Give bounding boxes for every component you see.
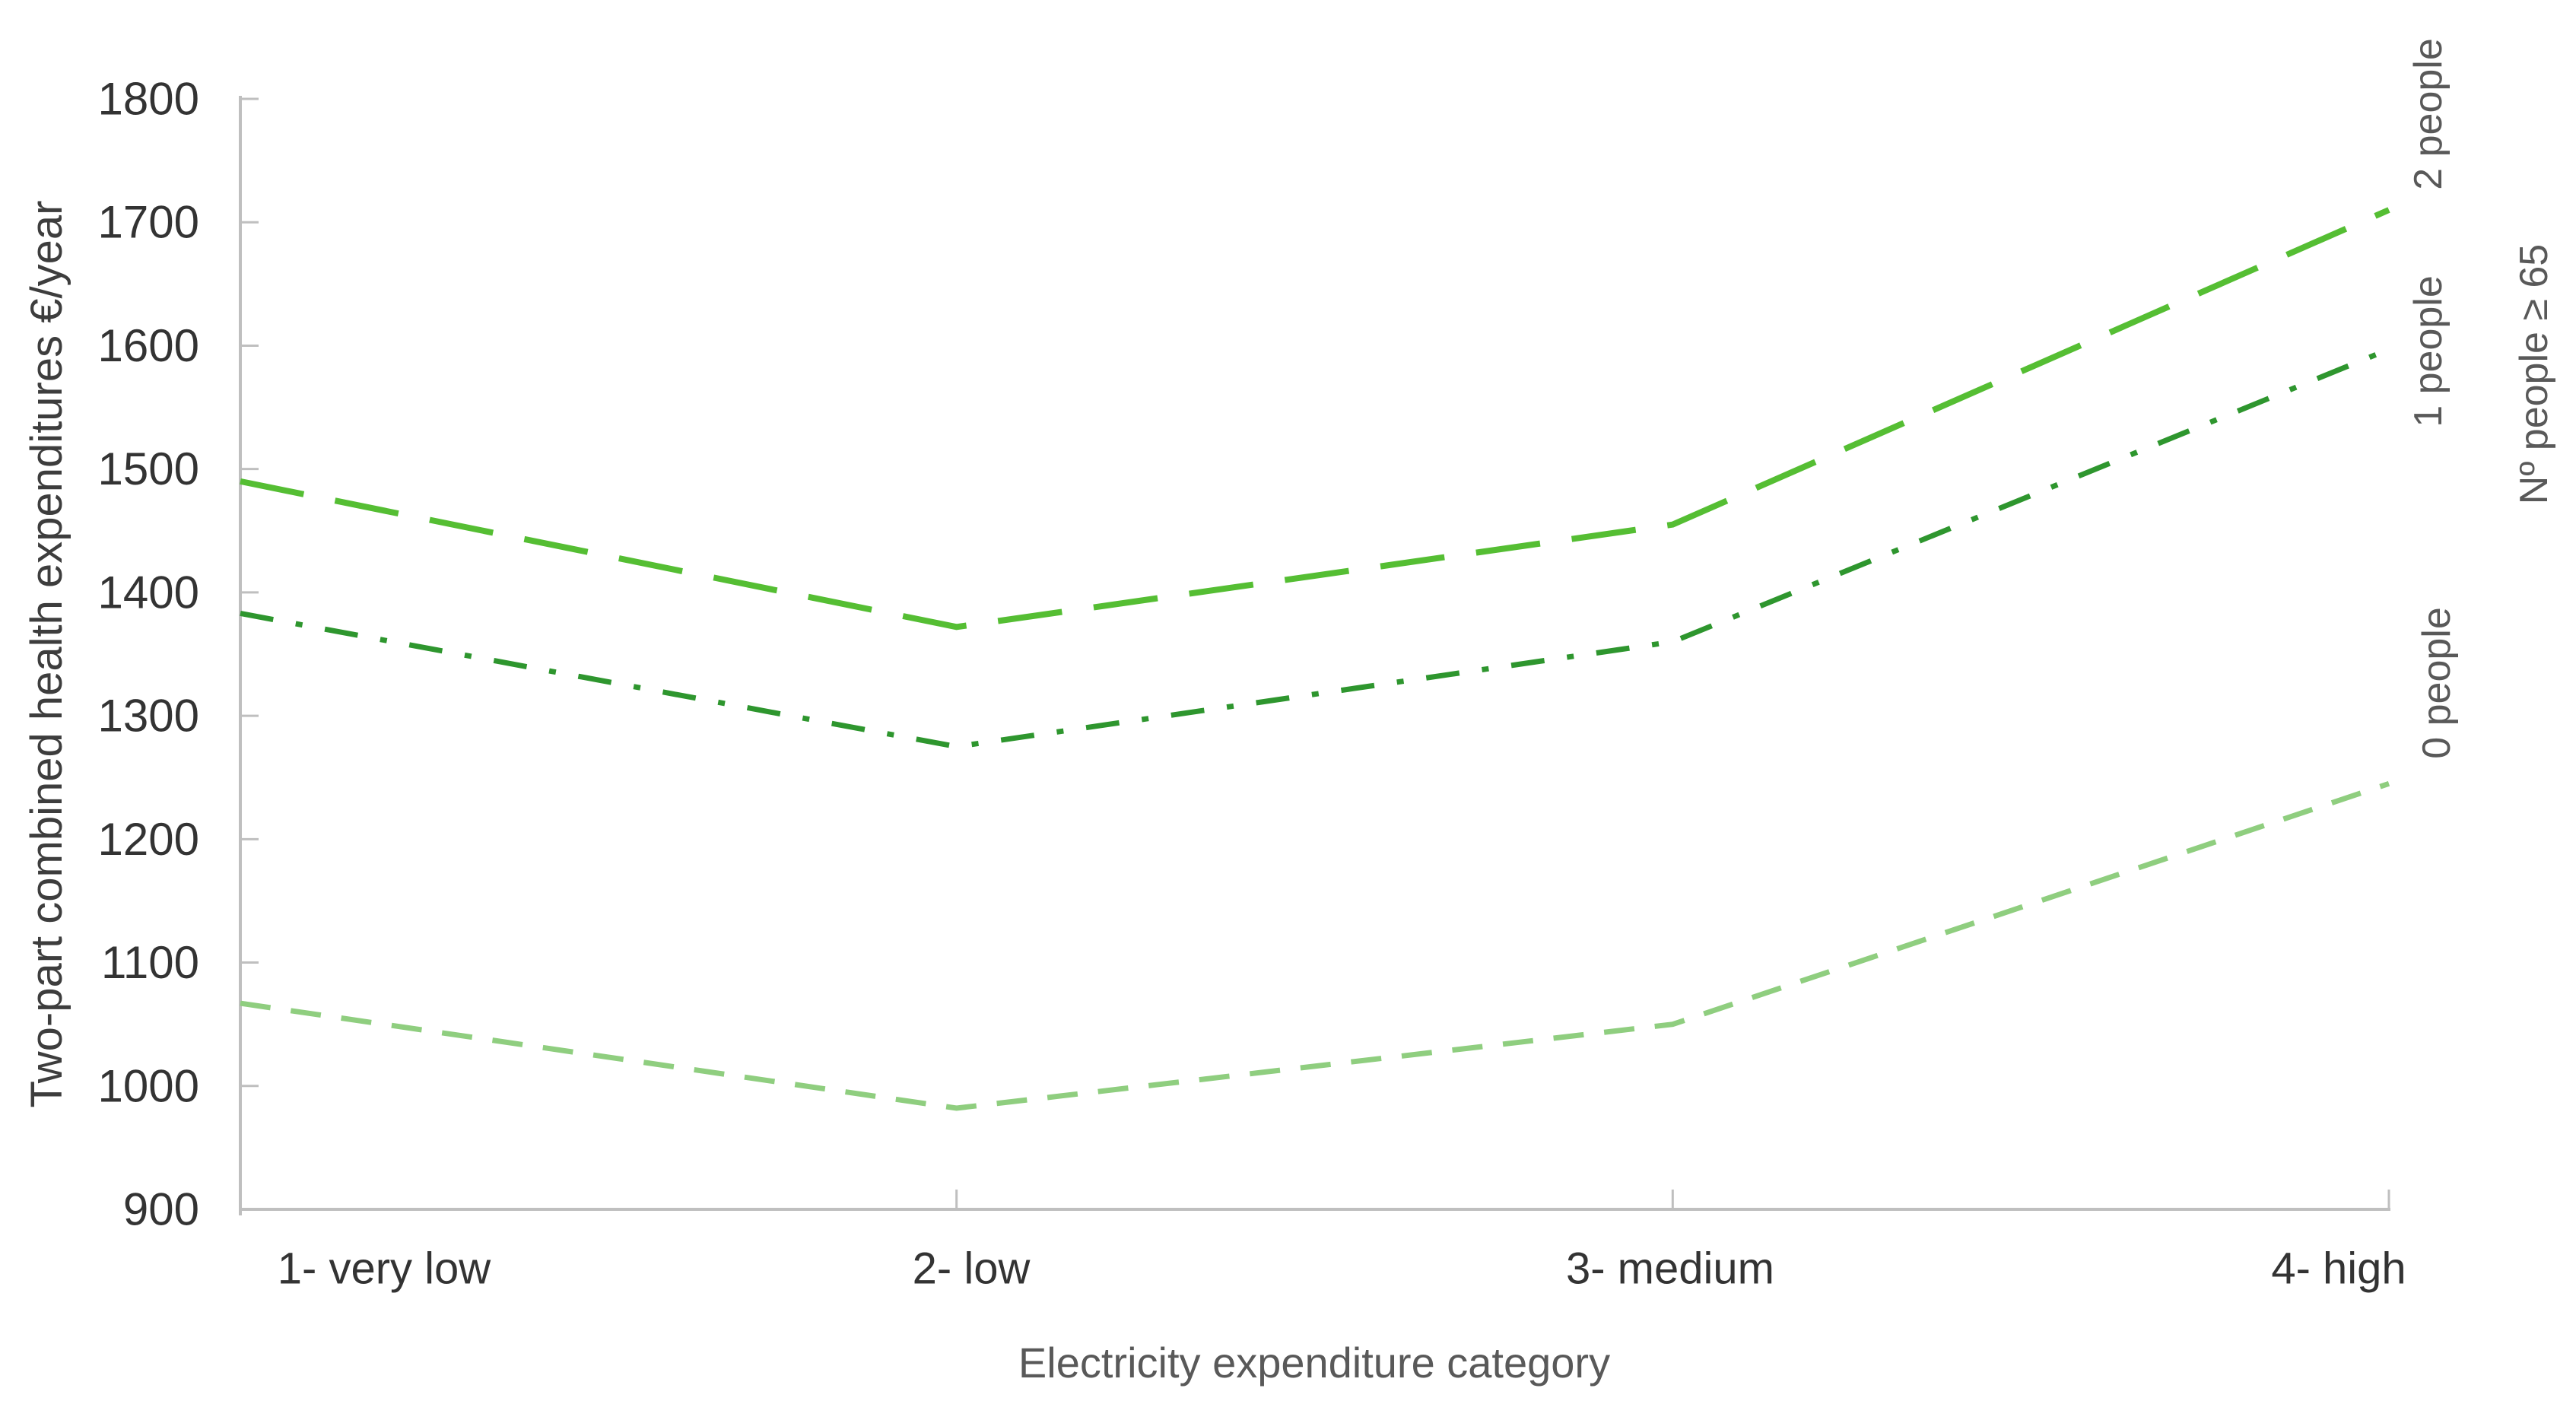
x-axis-title: Electricity expenditure category <box>1018 1339 1611 1387</box>
svg-text:1700: 1700 <box>98 197 199 248</box>
svg-text:900: 900 <box>123 1184 199 1235</box>
legend-group-title: Nº people ≥ 65 <box>2512 243 2556 505</box>
svg-text:1400: 1400 <box>98 567 199 618</box>
svg-text:1500: 1500 <box>98 443 199 494</box>
series-end-label-0-people: 0 people <box>2415 607 2459 759</box>
svg-text:1600: 1600 <box>98 320 199 371</box>
svg-text:1200: 1200 <box>98 814 199 865</box>
series-end-label-1-people: 1 people <box>2406 275 2451 427</box>
svg-text:1000: 1000 <box>98 1060 199 1111</box>
svg-text:3- medium: 3- medium <box>1566 1244 1774 1294</box>
svg-text:4- high: 4- high <box>2271 1244 2406 1294</box>
svg-text:2- low: 2- low <box>913 1244 1031 1294</box>
y-axis-title: Two-part combined health expenditures €/… <box>22 200 71 1108</box>
svg-text:1- very low: 1- very low <box>278 1244 492 1294</box>
svg-text:1800: 1800 <box>98 74 199 125</box>
svg-text:1100: 1100 <box>101 937 199 988</box>
svg-text:1300: 1300 <box>98 691 199 742</box>
series-end-label-2-people: 2 people <box>2406 38 2451 190</box>
